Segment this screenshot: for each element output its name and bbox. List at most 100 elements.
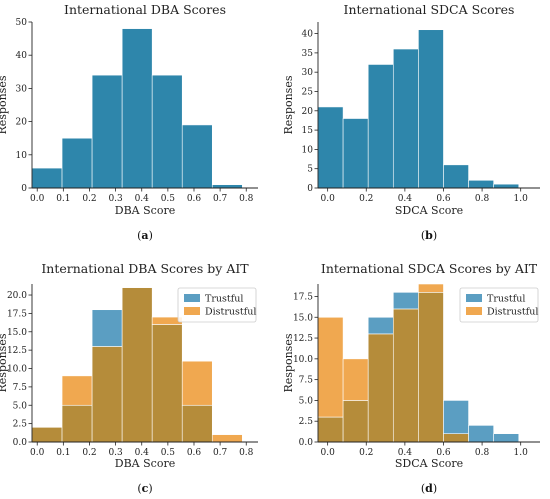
y-axis-label: Responses	[282, 75, 295, 134]
bar	[211, 184, 243, 189]
panel-b: International SDCA Scores 0.0 0.2 0.4 0.6 0.8…	[282, 2, 540, 242]
bar	[493, 183, 520, 189]
y-tick-label: 5.0	[299, 396, 314, 406]
y-tick-label: 0	[307, 184, 313, 194]
y-tick-label: 20	[302, 107, 314, 117]
panel-c: International DBA Scores by AIT 0.0 0.1 0.2…	[0, 261, 258, 495]
bar-distrustful	[181, 360, 213, 406]
x-tick-label: 0.0	[320, 194, 335, 204]
bar-distrustful	[61, 375, 93, 406]
panel-caption: (b)	[421, 229, 437, 242]
x-tick-label: 0.0	[320, 448, 335, 458]
bar	[317, 106, 344, 189]
chart-title: International SDCA Scores by AIT	[321, 261, 538, 276]
y-axis-label: Responses	[0, 333, 9, 392]
bar-overlap	[31, 427, 63, 443]
x-tick-label: 0.2	[359, 448, 373, 458]
y-axis-label: Responses	[282, 333, 295, 392]
x-tick-label: 0.2	[359, 194, 373, 204]
chart-title: International DBA Scores	[64, 2, 226, 17]
x-axis-label: SDCA Score	[395, 457, 463, 470]
bar-trustful	[392, 292, 419, 310]
x-tick-label: 0.7	[213, 448, 228, 458]
x-tick-label: 1.0	[514, 194, 529, 204]
y-tick-label: 40	[302, 30, 314, 40]
panel-d: International SDCA Scores by AIT 0.0 0.2 0.…	[282, 261, 540, 495]
legend-label: Trustful	[205, 294, 243, 305]
x-tick-label: 0.8	[239, 448, 254, 458]
y-tick-label: 40	[16, 51, 28, 61]
legend-label: Distrustful	[487, 307, 538, 318]
y-tick-label: 30	[302, 68, 314, 78]
bar-overlap	[392, 308, 419, 443]
bar	[443, 164, 469, 189]
y-tick-label: 20.0	[7, 291, 27, 301]
bar-overlap	[121, 287, 153, 443]
x-tick-label: 0.4	[135, 194, 150, 204]
x-tick-label: 0.6	[436, 448, 451, 458]
legend-label: Trustful	[487, 294, 525, 305]
y-tick-label: 17.5	[293, 292, 313, 302]
x-tick-label: 0.3	[108, 448, 123, 458]
bar	[468, 179, 494, 189]
y-tick-label: 25	[302, 87, 314, 97]
x-axis-label: DBA Score	[115, 457, 175, 470]
bar-overlap	[342, 400, 369, 443]
legend: Trustful Distrustful	[177, 287, 257, 323]
y-tick-label: 0	[21, 184, 27, 194]
y-tick-label: 12.5	[7, 346, 27, 356]
panel-caption: (a)	[137, 229, 153, 242]
bar	[181, 124, 213, 189]
bar-overlap	[418, 292, 444, 443]
x-tick-label: 0.6	[187, 448, 202, 458]
bar-overlap	[61, 404, 93, 443]
x-tick-label: 0.0	[30, 194, 45, 204]
bar-trustful	[91, 309, 123, 347]
bar-distrustful	[342, 358, 369, 401]
bar-overlap	[151, 324, 183, 443]
y-tick-label: 10	[16, 151, 28, 161]
y-tick-label: 10.0	[293, 355, 313, 365]
y-tick-label: 2.5	[299, 417, 314, 427]
bar-trustful	[367, 316, 394, 335]
legend-swatch	[466, 294, 482, 302]
bar-overlap	[181, 404, 213, 443]
bar	[151, 74, 183, 189]
y-tick-label: 17.5	[7, 309, 27, 319]
y-tick-label: 10.0	[7, 365, 27, 375]
bar	[61, 137, 93, 189]
x-tick-label: 0.1	[56, 194, 70, 204]
y-tick-label: 35	[302, 49, 314, 59]
x-tick-label: 0.0	[30, 448, 45, 458]
bar	[367, 64, 394, 189]
bar	[342, 118, 369, 189]
bar-trustful	[493, 433, 520, 443]
bar-trustful	[468, 425, 494, 443]
y-tick-label: 0.0	[299, 438, 314, 448]
legend: Trustful Distrustful	[459, 287, 539, 323]
y-tick-label: 15.0	[293, 313, 313, 323]
x-tick-label: 0.4	[398, 194, 413, 204]
y-tick-label: 5.0	[13, 401, 28, 411]
y-tick-label: 7.5	[13, 383, 28, 393]
bar	[31, 167, 63, 189]
x-tick-label: 0.3	[108, 194, 123, 204]
y-tick-label: 50	[16, 18, 28, 28]
x-tick-label: 0.1	[56, 448, 70, 458]
x-tick-label: 0.7	[213, 194, 228, 204]
bar	[418, 29, 444, 189]
x-tick-label: 0.2	[82, 448, 96, 458]
bar-overlap	[91, 346, 123, 443]
legend-swatch	[466, 307, 482, 315]
chart-title: International DBA Scores by AIT	[41, 261, 249, 276]
x-tick-label: 0.8	[239, 194, 254, 204]
legend-swatch	[184, 307, 200, 315]
bar-distrustful	[418, 283, 444, 293]
panel-a: International DBA Scores 0.0 0.1 0.2 0.3 0.4 0…	[0, 2, 258, 242]
bar-distrustful	[211, 434, 243, 443]
bar-distrustful	[317, 316, 344, 418]
y-axis-label: Responses	[0, 75, 9, 134]
y-tick-label: 20	[16, 118, 28, 128]
y-tick-label: 5	[307, 165, 313, 175]
